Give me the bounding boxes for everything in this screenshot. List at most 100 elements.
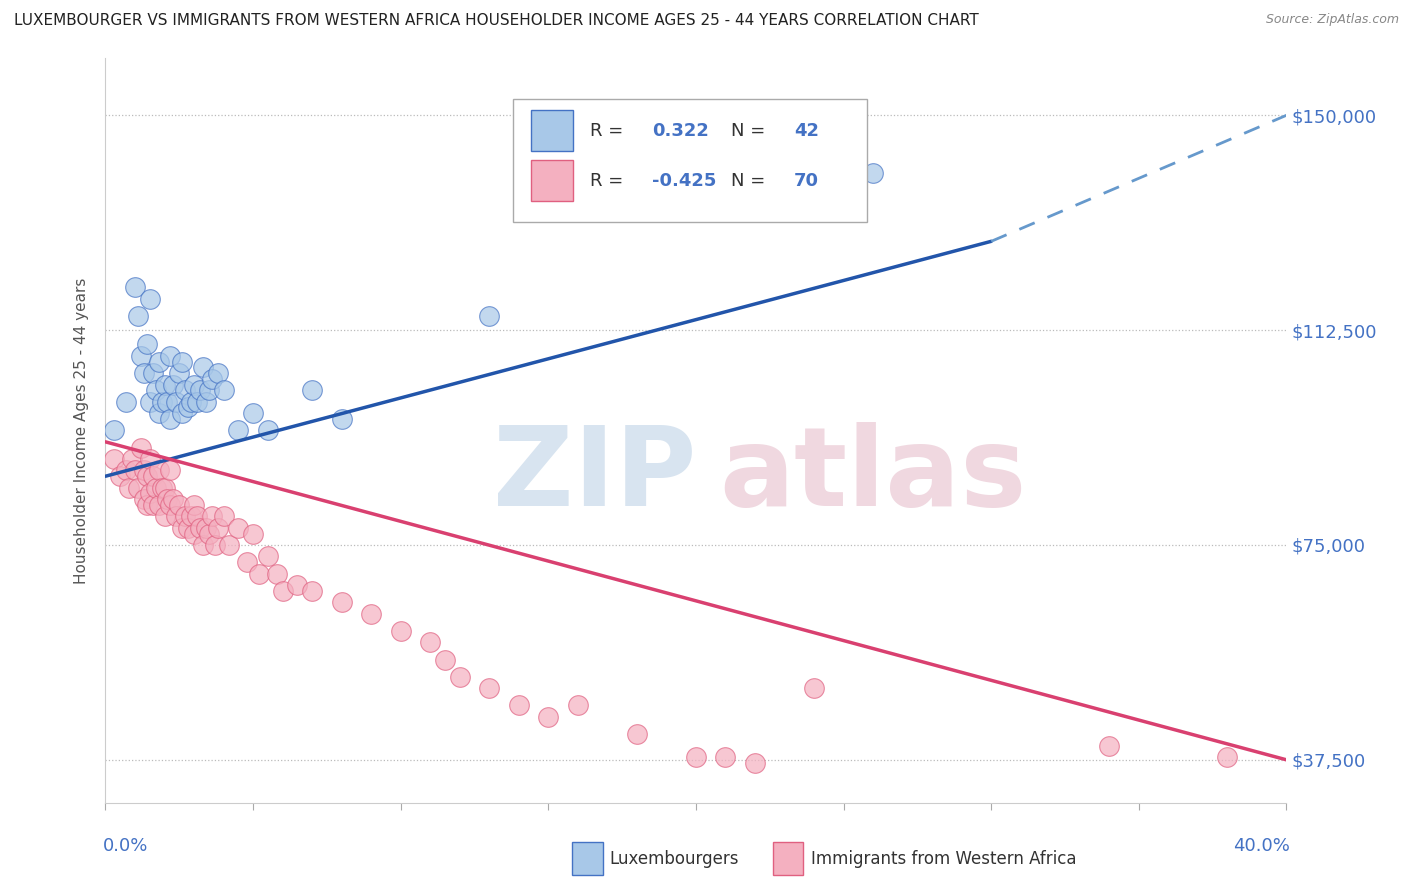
Point	[685, 750, 707, 764]
Point	[159, 412, 181, 426]
Point	[330, 595, 353, 609]
Point	[148, 354, 170, 368]
Text: N =: N =	[731, 122, 772, 140]
Point	[165, 509, 187, 524]
Point	[153, 481, 176, 495]
Text: R =: R =	[589, 172, 628, 190]
Point	[172, 521, 194, 535]
Point	[142, 366, 165, 380]
Text: LUXEMBOURGER VS IMMIGRANTS FROM WESTERN AFRICA HOUSEHOLDER INCOME AGES 25 - 44 Y: LUXEMBOURGER VS IMMIGRANTS FROM WESTERN …	[14, 13, 979, 29]
Point	[103, 452, 125, 467]
Point	[186, 509, 208, 524]
Point	[188, 384, 211, 398]
Point	[301, 583, 323, 598]
Point	[132, 492, 155, 507]
Point	[236, 555, 259, 569]
Point	[159, 463, 181, 477]
Point	[115, 394, 138, 409]
Text: N =: N =	[731, 172, 772, 190]
Point	[162, 492, 184, 507]
Point	[218, 538, 240, 552]
Point	[142, 469, 165, 483]
Text: 0.322: 0.322	[652, 122, 709, 140]
Point	[419, 635, 441, 649]
Point	[135, 498, 157, 512]
Point	[118, 481, 141, 495]
Text: Source: ZipAtlas.com: Source: ZipAtlas.com	[1265, 13, 1399, 27]
Point	[212, 509, 235, 524]
Point	[508, 698, 530, 713]
Point	[242, 406, 264, 420]
Point	[115, 463, 138, 477]
Point	[228, 521, 250, 535]
Point	[142, 498, 165, 512]
Point	[129, 349, 152, 363]
Point	[197, 526, 219, 541]
Bar	[572, 842, 603, 875]
Point	[169, 366, 191, 380]
Point	[138, 452, 162, 467]
Bar	[530, 111, 574, 152]
Point	[191, 360, 214, 375]
Point	[271, 583, 294, 598]
Point	[127, 481, 149, 495]
Point	[478, 681, 501, 696]
Point	[165, 394, 187, 409]
Point	[138, 486, 162, 500]
Point	[183, 498, 205, 512]
Point	[172, 354, 194, 368]
Point	[197, 384, 219, 398]
Y-axis label: Householder Income Ages 25 - 44 years: Householder Income Ages 25 - 44 years	[75, 277, 90, 583]
Point	[287, 578, 309, 592]
Point	[145, 384, 167, 398]
Point	[153, 509, 176, 524]
Point	[714, 750, 737, 764]
Point	[228, 424, 250, 438]
Point	[183, 377, 205, 392]
Point	[191, 538, 214, 552]
Point	[174, 509, 197, 524]
Point	[257, 424, 280, 438]
Point	[194, 521, 217, 535]
Point	[177, 521, 200, 535]
Point	[626, 727, 648, 741]
Point	[162, 377, 184, 392]
Point	[156, 492, 179, 507]
Point	[194, 394, 217, 409]
Point	[266, 566, 288, 581]
Point	[188, 521, 211, 535]
Point	[110, 469, 132, 483]
Point	[201, 509, 224, 524]
Text: ZIP: ZIP	[492, 422, 696, 529]
Point	[150, 481, 173, 495]
Text: 40.0%: 40.0%	[1233, 838, 1289, 855]
Point	[212, 384, 235, 398]
Point	[242, 526, 264, 541]
Point	[1216, 750, 1239, 764]
Point	[803, 681, 825, 696]
Point	[103, 424, 125, 438]
Point	[148, 498, 170, 512]
Point	[567, 698, 589, 713]
Point	[124, 463, 146, 477]
Point	[186, 394, 208, 409]
Text: -0.425: -0.425	[652, 172, 717, 190]
Point	[744, 756, 766, 770]
Point	[132, 463, 155, 477]
Point	[132, 366, 155, 380]
Point	[204, 538, 226, 552]
Text: atlas: atlas	[720, 422, 1026, 529]
Point	[159, 498, 181, 512]
Point	[537, 710, 560, 724]
Text: 70: 70	[794, 172, 820, 190]
Text: R =: R =	[589, 122, 628, 140]
Point	[201, 372, 224, 386]
Text: 42: 42	[794, 122, 820, 140]
Point	[389, 624, 412, 638]
Point	[177, 401, 200, 415]
Point	[172, 406, 194, 420]
Point	[247, 566, 270, 581]
Point	[138, 394, 162, 409]
Point	[148, 463, 170, 477]
Point	[138, 292, 162, 306]
